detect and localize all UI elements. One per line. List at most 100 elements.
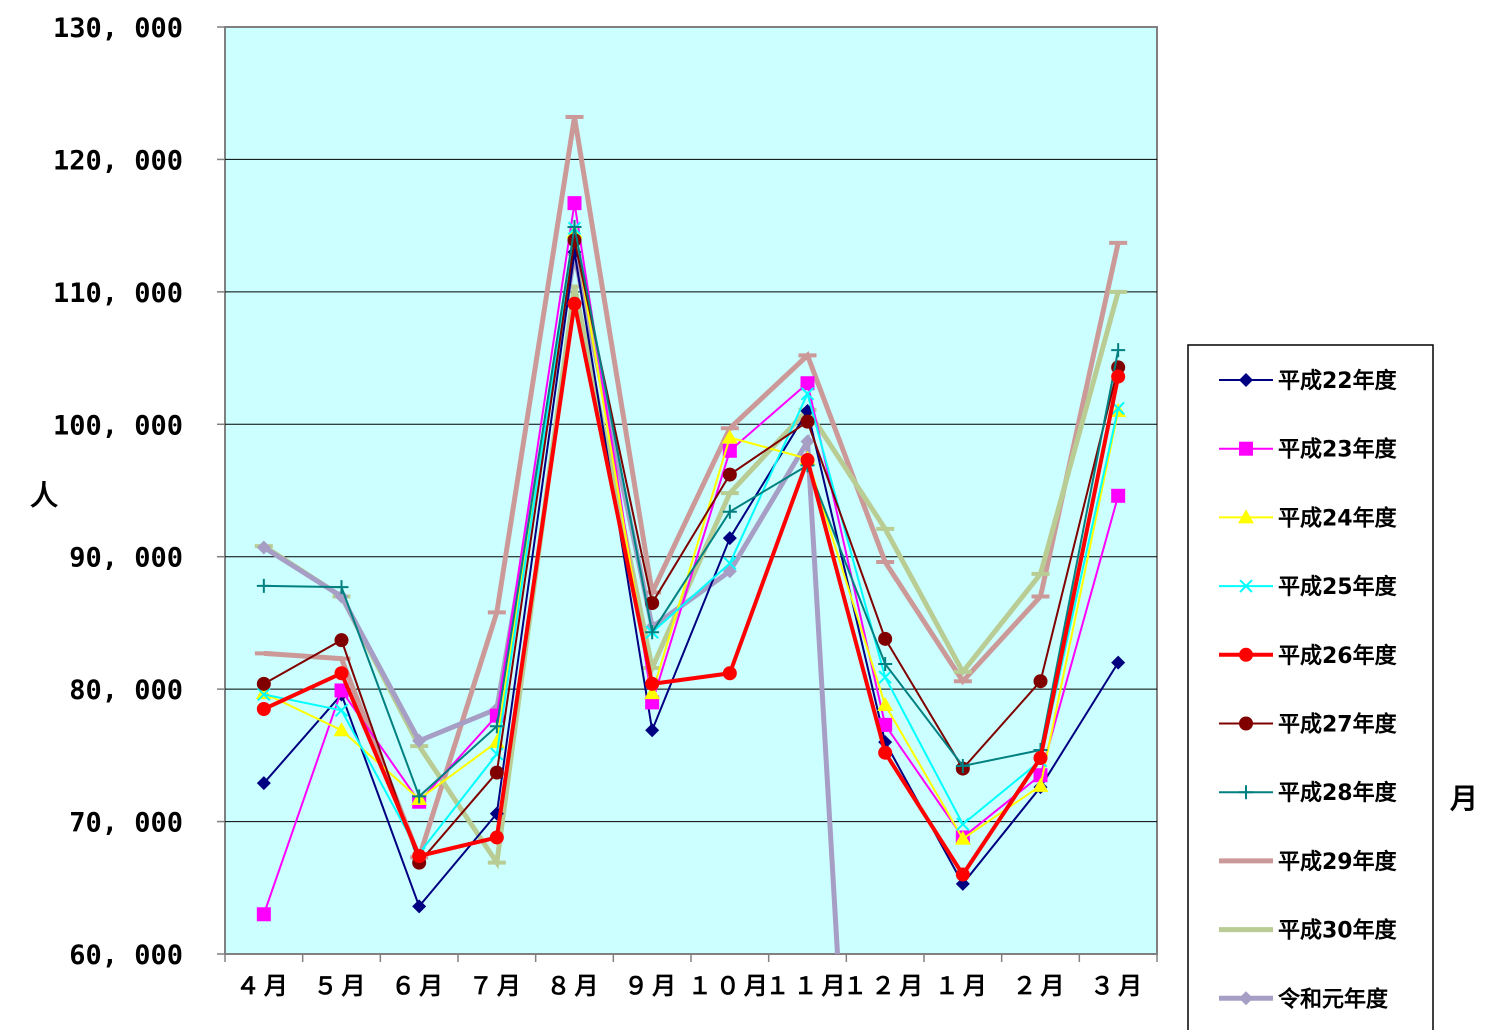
data-point bbox=[956, 817, 970, 831]
x-tick-label: ６月 bbox=[391, 972, 447, 1000]
legend-marker bbox=[1239, 716, 1253, 731]
data-point bbox=[256, 702, 271, 717]
legend-marker bbox=[1239, 441, 1253, 456]
data-point bbox=[878, 717, 893, 732]
data-point bbox=[567, 196, 582, 211]
legend-marker bbox=[1239, 647, 1253, 662]
data-point bbox=[567, 219, 582, 234]
x-tick-label: １０月 bbox=[688, 972, 772, 1000]
data-point bbox=[256, 676, 271, 691]
series-7 bbox=[256, 219, 1126, 804]
series-lines bbox=[254, 115, 1128, 955]
data-point bbox=[1111, 655, 1126, 670]
data-point bbox=[955, 867, 970, 882]
x-tick-label: ７月 bbox=[469, 972, 525, 1000]
legend-label: 平成22年度 bbox=[1278, 368, 1398, 394]
data-point bbox=[412, 849, 427, 864]
y-tick-label: 70, 000 bbox=[69, 808, 183, 839]
data-point bbox=[722, 531, 737, 546]
data-point bbox=[334, 580, 349, 595]
data-point bbox=[800, 453, 815, 468]
data-point bbox=[1111, 343, 1126, 358]
data-point bbox=[334, 633, 349, 648]
data-point bbox=[800, 414, 815, 429]
data-point bbox=[1033, 674, 1048, 689]
x-axis-label: 月 bbox=[1449, 782, 1478, 815]
data-point bbox=[256, 907, 271, 922]
data-point bbox=[489, 830, 504, 845]
legend-marker bbox=[1239, 579, 1253, 593]
series-5 bbox=[256, 296, 1126, 882]
data-point bbox=[723, 556, 737, 571]
data-point bbox=[645, 596, 660, 611]
data-point bbox=[257, 687, 271, 702]
data-point bbox=[412, 789, 427, 804]
x-tick-label: ９月 bbox=[624, 972, 680, 1000]
data-point bbox=[334, 683, 349, 698]
legend-label: 平成27年度 bbox=[1278, 712, 1398, 738]
legend-marker bbox=[1238, 509, 1254, 524]
data-point bbox=[722, 467, 737, 482]
data-point bbox=[256, 776, 271, 791]
series-line bbox=[263, 226, 1120, 799]
legend-label: 平成29年度 bbox=[1278, 849, 1398, 875]
data-point bbox=[1033, 751, 1048, 766]
data-point bbox=[334, 703, 349, 718]
y-tick-label: 130, 000 bbox=[53, 13, 183, 44]
data-point bbox=[334, 666, 349, 681]
data-point bbox=[412, 733, 427, 748]
data-point bbox=[800, 376, 815, 391]
y-tick-label: 120, 000 bbox=[53, 145, 183, 176]
y-axis-ticks: 60, 000 70, 000 80, 000 90, 000 100, 000 110,… bbox=[53, 13, 225, 971]
data-point bbox=[878, 670, 892, 684]
legend-label: 平成25年度 bbox=[1278, 574, 1398, 600]
legend-marker bbox=[1239, 991, 1253, 1006]
x-tick-label: ４月 bbox=[236, 972, 292, 1000]
legend-label: 令和元年度 bbox=[1278, 986, 1389, 1012]
x-tick-label: １月 bbox=[935, 972, 991, 1000]
x-tick-label: ８月 bbox=[547, 972, 603, 1000]
data-point bbox=[878, 745, 893, 760]
data-point bbox=[489, 719, 504, 734]
data-point bbox=[489, 765, 504, 780]
data-point bbox=[567, 233, 582, 248]
data-point bbox=[722, 666, 737, 681]
data-point bbox=[800, 434, 815, 449]
data-point bbox=[412, 899, 427, 914]
y-tick-label: 60, 000 bbox=[69, 940, 183, 971]
data-point bbox=[645, 676, 660, 691]
x-tick-label: ２月 bbox=[1013, 972, 1069, 1000]
legend-label: 平成23年度 bbox=[1278, 437, 1398, 463]
data-point bbox=[256, 578, 271, 593]
y-tick-label: 100, 000 bbox=[53, 410, 183, 441]
series-line bbox=[262, 202, 1120, 915]
data-point bbox=[878, 656, 893, 671]
data-point bbox=[721, 429, 738, 444]
y-tick-label: 90, 000 bbox=[69, 543, 183, 574]
data-point bbox=[645, 723, 660, 738]
legend: 平成22年度平成23年度平成24年度平成25年度平成26年度平成27年度平成28… bbox=[1187, 344, 1434, 1030]
data-point bbox=[645, 625, 660, 640]
legend-label: 平成26年度 bbox=[1278, 643, 1398, 669]
data-point bbox=[722, 504, 737, 519]
data-point bbox=[878, 631, 893, 646]
legend-marker bbox=[1239, 785, 1253, 800]
data-point bbox=[955, 758, 970, 773]
series-line bbox=[262, 303, 1121, 879]
data-point bbox=[954, 830, 971, 845]
series-line bbox=[263, 251, 1120, 909]
legend-label: 平成28年度 bbox=[1278, 780, 1398, 806]
data-point bbox=[567, 296, 582, 311]
x-tick-label: １１月 bbox=[766, 972, 850, 1000]
series-line bbox=[263, 232, 1120, 841]
legend-box bbox=[1187, 344, 1434, 1030]
legend-marker bbox=[1239, 373, 1253, 387]
data-point bbox=[334, 589, 349, 604]
y-tick-label: 80, 000 bbox=[69, 675, 183, 706]
data-point bbox=[1111, 488, 1126, 503]
y-axis-label: 人 bbox=[30, 479, 58, 512]
x-tick-label: ５月 bbox=[314, 972, 370, 1000]
data-point bbox=[877, 697, 894, 712]
y-tick-label: 110, 000 bbox=[53, 278, 183, 309]
